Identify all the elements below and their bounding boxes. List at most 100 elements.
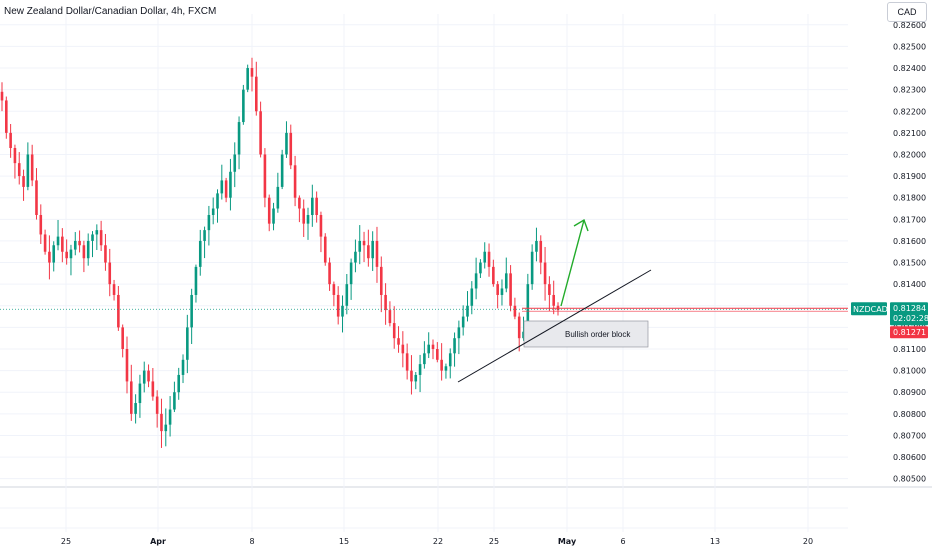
candle-up — [52, 245, 56, 263]
y-tick-label: 0.81900 — [893, 172, 926, 181]
candle-up — [246, 68, 249, 90]
order-block-price-badge — [890, 326, 928, 339]
candle-down — [401, 344, 405, 354]
candle-up — [418, 364, 422, 375]
candle-up — [138, 383, 142, 404]
candle-down — [125, 349, 129, 382]
x-tick-label: 25 — [489, 537, 499, 546]
candle-down — [61, 236, 64, 252]
candle-up — [186, 327, 189, 360]
symbol-badge — [851, 302, 887, 316]
candle-down — [48, 251, 51, 263]
candle-down — [436, 349, 439, 360]
candle-down — [130, 381, 133, 414]
candle-down — [362, 240, 366, 246]
y-tick-label: 0.81700 — [893, 215, 926, 224]
candle-down — [315, 197, 318, 215]
candle-down — [30, 154, 34, 181]
candle-up — [207, 215, 211, 231]
candle-down — [298, 197, 301, 209]
bullish-arrow[interactable] — [560, 219, 585, 307]
candle-down — [487, 251, 491, 267]
candle-up — [142, 370, 146, 384]
candle-up — [306, 215, 310, 224]
candle-down — [367, 245, 370, 259]
candle-up — [427, 344, 430, 354]
currency-button[interactable]: CAD — [887, 2, 927, 22]
y-tick-label: 0.80500 — [893, 475, 926, 484]
candle-down — [147, 370, 150, 382]
candle-up — [272, 208, 275, 224]
y-tick-label: 0.82500 — [893, 42, 926, 51]
candle-down — [121, 327, 124, 349]
candle-down — [375, 240, 379, 267]
bullish-arrow-head — [573, 218, 589, 232]
candle-up — [358, 240, 362, 252]
candle-down — [323, 236, 327, 263]
candle-down — [293, 165, 297, 198]
y-tick-label: 0.82200 — [893, 107, 926, 116]
candle-down — [5, 100, 8, 133]
candle-down — [302, 208, 306, 224]
trendline[interactable] — [457, 269, 652, 383]
candle-up — [203, 230, 206, 241]
candle-up — [233, 154, 237, 172]
x-tick-label: 20 — [803, 537, 813, 546]
candle-down — [13, 148, 17, 164]
order-block-rectangle[interactable] — [523, 320, 649, 348]
x-tick-label: 8 — [249, 537, 254, 546]
candle-down — [263, 154, 267, 198]
candle-up — [91, 234, 94, 241]
y-tick-label: 0.81400 — [893, 280, 926, 289]
candle-down — [513, 305, 517, 317]
candle-up — [177, 374, 181, 393]
candle-up — [500, 288, 504, 295]
candle-up — [479, 262, 482, 274]
candle-down — [410, 370, 413, 382]
candle-up — [164, 424, 168, 432]
time-axis: 25 Apr 8 15 22 25 May 6 13 20 — [61, 537, 813, 546]
x-tick-label: 25 — [61, 537, 71, 546]
y-tick-label: 0.81800 — [893, 194, 926, 203]
candle-up — [168, 409, 172, 425]
candle-up — [349, 262, 353, 285]
chart-title: New Zealand Dollar/Canadian Dollar, 4h, … — [4, 6, 217, 17]
candle-up — [453, 338, 456, 354]
candle-down — [254, 76, 258, 112]
candle-up — [216, 193, 219, 209]
order-block-label: Bullish order block — [565, 330, 631, 339]
candle-down — [117, 294, 120, 328]
candle-up — [220, 180, 224, 194]
candle-up — [535, 240, 538, 252]
candle-down — [328, 262, 331, 285]
candle-up — [173, 392, 176, 410]
candle-down — [392, 323, 396, 339]
candle-down — [492, 266, 495, 285]
x-tick-label: 22 — [433, 537, 443, 546]
candle-down — [539, 240, 543, 263]
candle-down — [43, 234, 47, 252]
countdown-label: 02:02:28 — [893, 314, 929, 323]
y-tick-label: 0.82100 — [893, 129, 926, 138]
candle-up — [198, 240, 202, 267]
candle-up — [211, 208, 215, 215]
candle-up — [69, 249, 73, 259]
last-price-badge — [890, 302, 928, 326]
candle-up — [341, 305, 344, 317]
candle-down — [259, 111, 262, 155]
candle-down — [22, 176, 25, 187]
y-tick-label: 0.82000 — [893, 150, 926, 159]
candlesticks — [0, 57, 560, 448]
candle-down — [509, 273, 512, 306]
candle-down — [112, 284, 116, 295]
candle-down — [0, 91, 4, 101]
candle-up — [181, 359, 185, 375]
candle-up — [354, 251, 357, 263]
candle-down — [384, 294, 387, 311]
candle-up — [311, 197, 314, 215]
candle-up — [194, 266, 198, 295]
candle-down — [319, 215, 323, 237]
candle-down — [332, 284, 336, 295]
